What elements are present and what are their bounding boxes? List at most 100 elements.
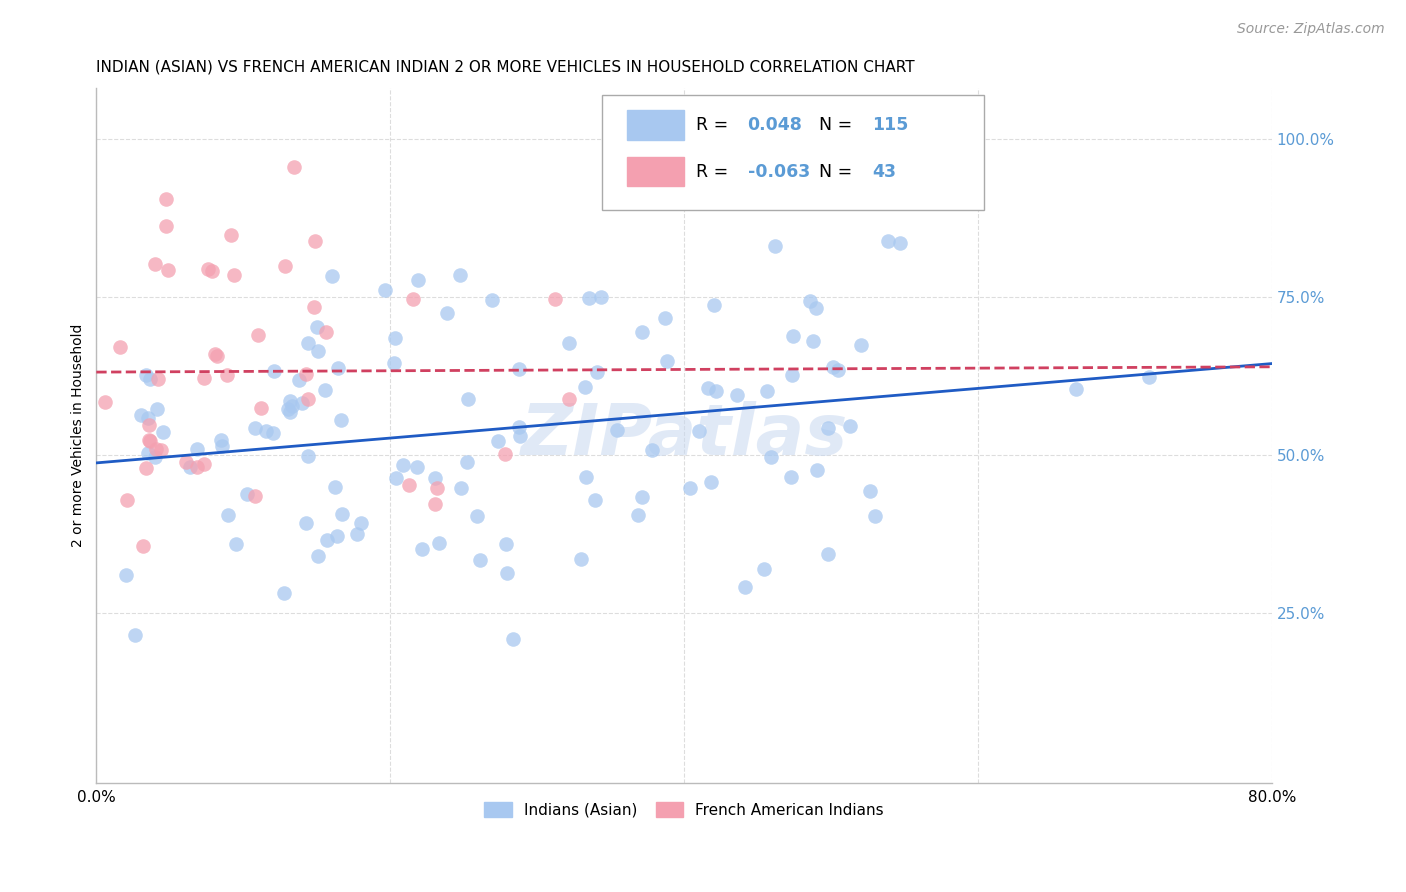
Point [297,392,319,407]
Text: R =: R = [696,162,734,181]
Point [295,516,318,531]
Point [330,507,353,521]
Point [314,383,336,397]
Text: ZIPatlas: ZIPatlas [520,401,848,470]
Text: 115: 115 [872,116,908,134]
Point [217,508,239,523]
Point [136,446,159,460]
Point [425,497,447,511]
Point [817,421,839,435]
Point [821,359,844,374]
Point [288,373,311,387]
Point [436,306,458,320]
Text: 43: 43 [872,162,896,181]
Point [374,284,396,298]
Point [578,291,600,305]
Point [247,328,270,343]
Point [697,381,720,395]
Point [558,335,581,350]
Point [423,471,446,485]
Point [115,567,138,582]
Point [143,256,166,270]
Point [302,300,325,314]
Point [315,325,337,339]
Point [508,420,530,434]
Point [217,368,239,383]
Point [254,424,277,438]
Point [321,269,343,284]
Point [115,493,138,508]
Point [384,330,406,344]
Point [157,263,180,277]
Point [307,549,329,563]
Point [131,539,153,553]
Point [398,478,420,492]
Point [486,434,509,448]
Point [207,349,229,363]
Point [779,470,801,484]
Point [780,368,803,382]
Point [799,293,821,308]
Text: -0.063: -0.063 [748,162,810,181]
Point [297,449,319,463]
Point [129,408,152,422]
Point [138,418,160,433]
Point [143,450,166,464]
Point [865,508,887,523]
Point [146,372,169,386]
Point [138,433,160,447]
Point [201,264,224,278]
Point [186,442,208,457]
Point [806,463,828,477]
Point [204,347,226,361]
Point [382,356,405,370]
Point [889,236,911,251]
Point [752,561,775,575]
Point [405,460,427,475]
Text: INDIAN (ASIAN) VS FRENCH AMERICAN INDIAN 2 OR MORE VEHICLES IN HOUSEHOLD CORRELA: INDIAN (ASIAN) VS FRENCH AMERICAN INDIAN… [97,60,915,75]
Point [245,420,267,434]
Point [495,537,517,551]
Point [827,363,849,377]
Point [150,443,173,458]
Point [804,301,827,316]
Point [839,419,862,434]
Text: N =: N = [820,162,858,181]
Point [859,484,882,499]
Point [817,547,839,561]
Point [782,328,804,343]
Point [291,396,314,410]
Point [193,457,215,471]
Point [139,434,162,448]
Point [323,480,346,494]
Point [145,442,167,457]
Point [250,401,273,415]
Point [481,293,503,308]
Text: N =: N = [820,116,858,134]
Point [1137,370,1160,384]
Point [328,361,350,376]
Point [574,379,596,393]
Point [209,433,232,447]
Text: 0.048: 0.048 [748,116,803,134]
Point [763,239,786,253]
Point [304,234,326,248]
Point [219,227,242,242]
Point [654,311,676,326]
Point [274,259,297,273]
Point [273,586,295,600]
Point [641,442,664,457]
Point [350,516,373,531]
Point [631,490,654,504]
Point [174,455,197,469]
Point [155,192,177,206]
Point [575,470,598,484]
Point [146,402,169,417]
Point [297,335,319,350]
Point [502,632,524,647]
Point [734,581,756,595]
FancyBboxPatch shape [602,95,984,210]
Point [124,628,146,642]
Point [756,384,779,399]
Point [329,412,352,426]
